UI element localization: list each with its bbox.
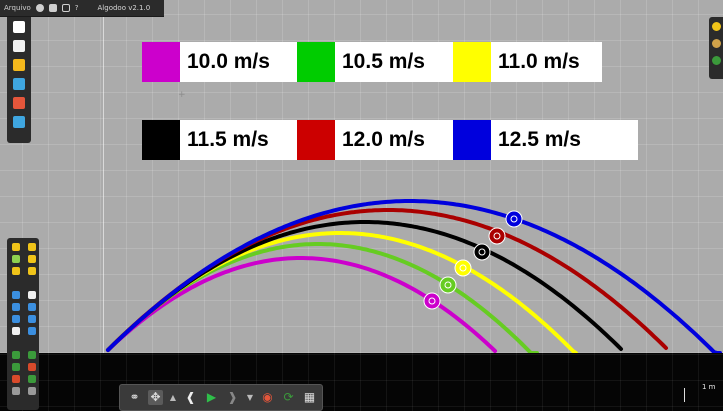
legend-item: 10.0 m/s	[142, 42, 297, 82]
tool-icon[interactable]	[12, 327, 20, 335]
legend-label: 11.0 m/s	[491, 42, 602, 82]
window-icon[interactable]	[61, 4, 70, 12]
check-icon[interactable]	[711, 56, 721, 65]
save-as-icon[interactable]	[13, 116, 25, 128]
open-folder-icon[interactable]	[13, 59, 25, 71]
projectile-ball[interactable]	[439, 276, 457, 294]
tool-icon[interactable]	[28, 375, 36, 383]
file-toolbar	[7, 17, 31, 143]
projectile-ball[interactable]	[505, 210, 523, 228]
y-axis-line	[103, 0, 104, 355]
help-icon[interactable]: ?	[74, 4, 79, 12]
tool-icon[interactable]	[28, 363, 36, 371]
chevron-up-icon[interactable]: ▲	[169, 393, 177, 402]
tool-icon[interactable]	[28, 267, 36, 275]
tool-icon[interactable]	[28, 255, 36, 263]
save-icon[interactable]	[13, 97, 25, 109]
ball-center-marker	[444, 281, 452, 289]
trajectory-12-5-m-s	[106, 199, 722, 355]
ball-center-marker	[428, 297, 436, 305]
legend-label: 10.5 m/s	[335, 42, 453, 82]
file-menu[interactable]: Arquivo	[4, 4, 31, 12]
projectile-ball[interactable]	[488, 227, 506, 245]
grid-icon[interactable]: ▦	[303, 390, 316, 404]
ground-floor[interactable]	[0, 353, 723, 411]
tool-spacer	[12, 339, 20, 347]
tool-palette	[7, 238, 39, 410]
tool-icon[interactable]	[12, 255, 20, 263]
legend-item: 12.0 m/s	[297, 120, 453, 160]
tool-icon[interactable]	[12, 303, 20, 311]
legend-swatch	[297, 42, 335, 82]
legend-label: 11.5 m/s	[180, 120, 297, 160]
tool-icon[interactable]	[28, 387, 36, 395]
new-scene-icon[interactable]	[13, 21, 25, 33]
tool-icon[interactable]	[12, 363, 20, 371]
tool-icon[interactable]	[28, 351, 36, 359]
simulation-controls: ⚭ ✥ ▲ ❰ ▶ ❱ ▼ ◉ ⟳ ▦	[119, 384, 323, 411]
right-toolbar	[709, 17, 723, 79]
legend-label: 12.0 m/s	[335, 120, 453, 160]
crosshair-icon: +	[178, 90, 186, 100]
legend-label: 12.5 m/s	[491, 120, 638, 160]
gear-icon[interactable]	[35, 4, 44, 12]
tool-icon[interactable]	[12, 351, 20, 359]
tool-icon[interactable]	[12, 243, 20, 251]
legend-swatch	[142, 42, 180, 82]
tool-icon[interactable]	[12, 267, 20, 275]
main-menu-bar: Arquivo ? Algodoo v2.1.0	[0, 0, 164, 17]
legend-swatch	[142, 120, 180, 160]
move-view-icon[interactable]: ✥	[148, 390, 163, 405]
scale-label: 1 m	[702, 383, 716, 391]
tool-spacer	[12, 279, 20, 287]
legend-swatch	[453, 120, 491, 160]
ball-center-marker	[493, 232, 501, 240]
tool-icon[interactable]	[12, 375, 20, 383]
projectile-ball[interactable]	[473, 243, 491, 261]
app-version: Algodoo v2.1.0	[97, 4, 151, 12]
tool-spacer	[28, 279, 36, 287]
projectile-ball[interactable]	[454, 259, 472, 277]
layers-icon[interactable]	[711, 22, 721, 31]
legend-label: 10.0 m/s	[180, 42, 297, 82]
ball-center-marker	[459, 264, 467, 272]
tool-icon[interactable]	[28, 291, 36, 299]
tool-icon[interactable]	[12, 291, 20, 299]
gravity-icon[interactable]: ⟳	[283, 390, 294, 404]
tool-icon[interactable]	[28, 243, 36, 251]
chevron-down-icon[interactable]: ▼	[246, 393, 254, 402]
play-icon[interactable]	[48, 4, 57, 12]
tool-icon[interactable]	[28, 327, 36, 335]
tool-icon[interactable]	[28, 303, 36, 311]
tool-icon[interactable]	[28, 315, 36, 323]
scale-bar	[684, 388, 685, 402]
ball-center-marker	[510, 215, 518, 223]
play-button[interactable]: ▶	[206, 390, 217, 404]
ball-center-marker	[478, 248, 486, 256]
legend-item: 11.5 m/s	[142, 120, 297, 160]
undo-icon[interactable]: ❰	[185, 390, 196, 404]
legend-item: 12.5 m/s	[453, 120, 638, 160]
tool-spacer	[28, 339, 36, 347]
projectile-ball[interactable]	[423, 292, 441, 310]
world-icon[interactable]	[711, 39, 721, 48]
redo-icon[interactable]: ❱	[227, 390, 238, 404]
grab-tool-icon[interactable]: ◉	[262, 390, 273, 404]
open-scene-icon[interactable]	[13, 78, 25, 90]
legend-item: 10.5 m/s	[297, 42, 453, 82]
legend-swatch	[297, 120, 335, 160]
clear-scene-icon[interactable]	[13, 40, 25, 52]
tool-icon[interactable]	[12, 315, 20, 323]
legend-item: 11.0 m/s	[453, 42, 602, 82]
legend-swatch	[453, 42, 491, 82]
tool-icon[interactable]	[12, 387, 20, 395]
zoom-icon[interactable]: ⚭	[129, 390, 140, 404]
